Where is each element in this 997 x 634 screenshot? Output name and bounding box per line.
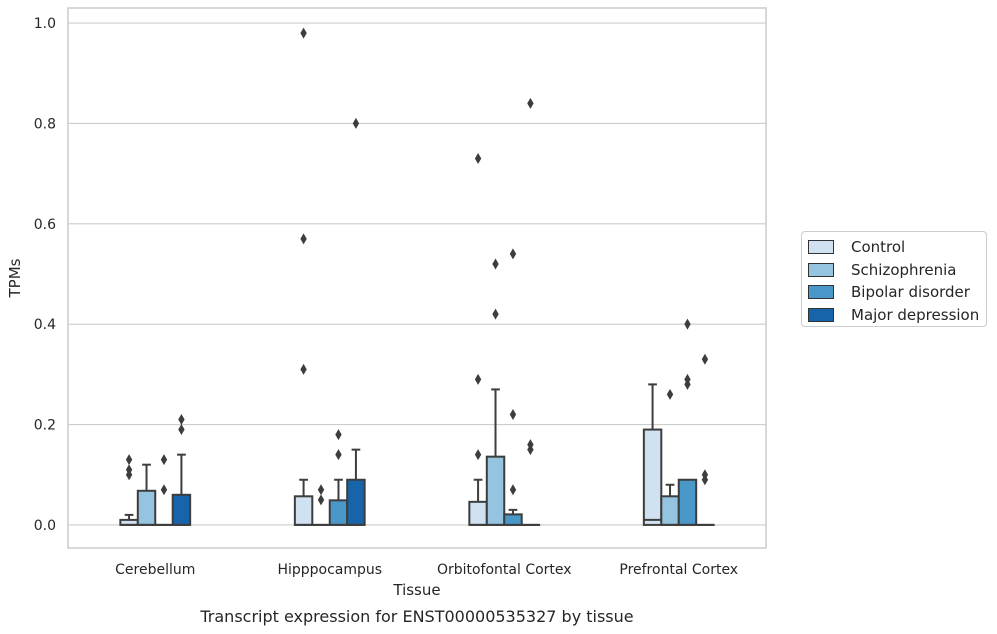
- box-group: [520, 97, 541, 526]
- box-group: [468, 153, 488, 526]
- box-body: [328, 499, 349, 526]
- outlier-point: [125, 464, 133, 476]
- legend-label: Bipolar disorder: [851, 283, 970, 302]
- legend-label: Control: [851, 238, 906, 257]
- box-group: [171, 414, 192, 526]
- outlier-point: [335, 429, 342, 441]
- legend-item: Control: [802, 236, 986, 259]
- box-body: [485, 455, 506, 526]
- outlier-point: [474, 373, 482, 385]
- outlier-point: [509, 409, 517, 421]
- box-group: [485, 258, 506, 526]
- box-body: [171, 493, 192, 526]
- y-axis-label: TPMs: [6, 258, 24, 298]
- box-group: [293, 27, 314, 526]
- box-series: [119, 27, 715, 526]
- x-tick-label: Cerebellum: [115, 562, 195, 578]
- x-tick-label: Hipppocampus: [277, 562, 382, 578]
- outlier-point: [701, 353, 709, 365]
- x-axis-ticks: Cerebellum Hipppocampus Orbitofontal Corte…: [115, 562, 738, 578]
- outlier-point: [300, 233, 307, 245]
- box-body: [660, 495, 680, 526]
- x-axis-label: Tissue: [392, 581, 440, 599]
- outlier-point: [474, 449, 482, 461]
- box-group: [677, 318, 698, 526]
- outlier-point: [509, 484, 517, 496]
- outlier-point: [474, 153, 482, 165]
- y-tick-label: 0.2: [34, 418, 56, 434]
- outlier-point: [352, 117, 360, 129]
- y-tick-label: 1.0: [34, 16, 56, 32]
- x-tick-label: Prefrontal Cortex: [619, 562, 738, 578]
- outlier-point: [509, 248, 517, 260]
- box-body: [468, 500, 488, 526]
- box-body: [346, 478, 366, 526]
- legend-swatch: [808, 262, 834, 277]
- legend-swatch: [808, 307, 834, 322]
- legend-label: Schizophrenia: [851, 260, 957, 279]
- legend-item: Schizophrenia: [802, 259, 986, 282]
- box-group: [695, 353, 715, 526]
- outlier-point: [527, 439, 534, 451]
- box-group: [503, 248, 523, 526]
- chart-title: Transcript expression for ENST0000053532…: [199, 607, 633, 626]
- outlier-point: [684, 373, 691, 385]
- outlier-point: [666, 388, 674, 400]
- outlier-point: [160, 454, 168, 466]
- outlier-point: [527, 97, 534, 109]
- box-group: [119, 454, 139, 526]
- outlier-point: [317, 484, 325, 496]
- box-group: [642, 383, 663, 526]
- legend-label: Major depression: [851, 305, 980, 324]
- outlier-point: [300, 27, 307, 39]
- outlier-point: [125, 454, 133, 466]
- legend-swatch: [808, 240, 834, 255]
- box-body: [293, 495, 314, 526]
- x-tick-label: Orbitofontal Cortex: [437, 562, 572, 578]
- y-axis-ticks: 0.0 0.2 0.4 0.6 0.8 1.0: [34, 16, 56, 534]
- legend-swatch: [808, 285, 834, 300]
- outlier-point: [160, 484, 168, 496]
- y-tick-label: 0.4: [34, 317, 56, 333]
- outlier-point: [178, 424, 185, 436]
- box-body: [136, 489, 157, 526]
- outlier-point: [300, 363, 307, 375]
- y-tick-label: 0.6: [34, 217, 56, 233]
- outlier-point: [492, 308, 499, 320]
- outlier-point: [335, 449, 342, 461]
- outlier-point: [492, 258, 499, 270]
- box-group: [136, 463, 157, 526]
- box-group: [154, 454, 174, 526]
- outlier-point: [178, 414, 185, 426]
- outlier-point: [684, 318, 691, 330]
- box-group: [660, 388, 680, 526]
- legend-item: Major depression: [802, 304, 986, 327]
- outlier-point: [701, 469, 709, 481]
- box-body: [677, 478, 698, 526]
- box-body: [642, 428, 663, 526]
- y-tick-label: 0.8: [34, 116, 56, 132]
- box-group: [346, 117, 366, 526]
- outlier-point: [317, 494, 325, 506]
- legend: Control Schizophrenia Bipolar disorder Majo…: [801, 231, 987, 327]
- y-tick-label: 0.0: [34, 518, 56, 534]
- legend-item: Bipolar disorder: [802, 281, 986, 304]
- box-body: [503, 513, 523, 526]
